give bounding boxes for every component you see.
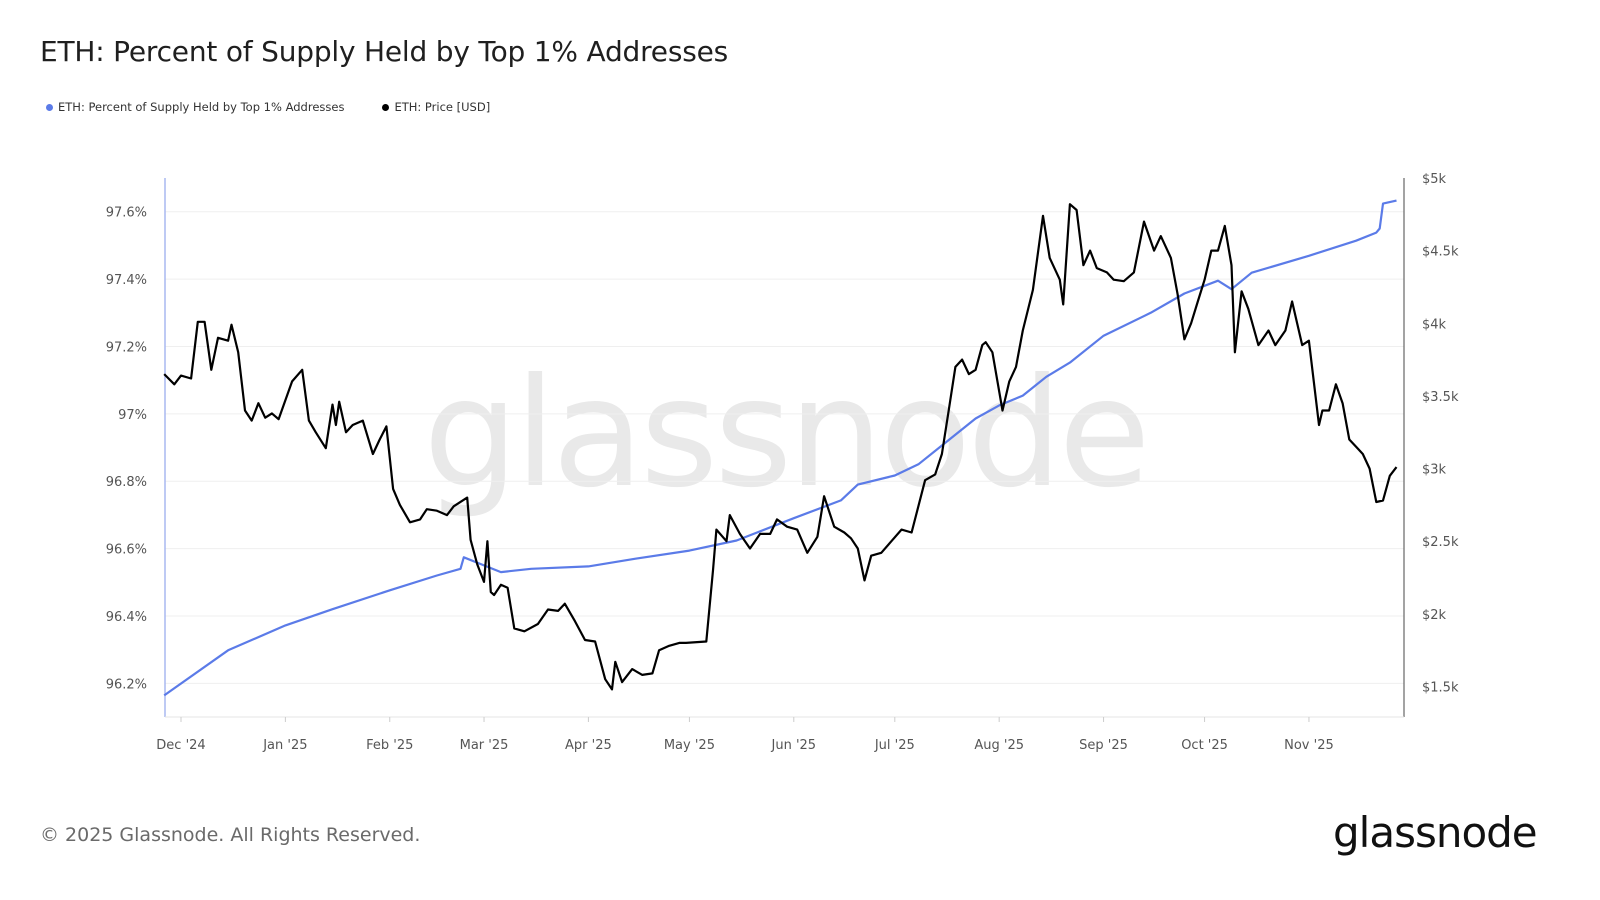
glassnode-logo: glassnode xyxy=(1333,808,1538,857)
x-tick-label: Mar '25 xyxy=(460,738,509,753)
legend-item-price[interactable]: ETH: Price [USD] xyxy=(382,100,490,114)
y-left-tick-label: 97.4% xyxy=(106,273,147,288)
y-left-tick-label: 97% xyxy=(118,408,147,423)
x-tick-label: Aug '25 xyxy=(974,738,1024,753)
x-tick-label: Jan '25 xyxy=(262,738,307,753)
y-left-tick-label: 96.8% xyxy=(106,475,147,490)
legend-dot-icon xyxy=(382,103,390,111)
y-right-tick-label: $4.5k xyxy=(1422,245,1459,260)
x-tick-label: May '25 xyxy=(664,738,715,753)
price-line xyxy=(163,203,1398,691)
legend-item-supply[interactable]: ETH: Percent of Supply Held by Top 1% Ad… xyxy=(46,100,344,114)
y-left-tick-label: 96.4% xyxy=(106,610,147,625)
y-left-tick-label: 96.6% xyxy=(106,543,147,558)
legend: ETH: Percent of Supply Held by Top 1% Ad… xyxy=(46,100,490,114)
legend-dot-icon xyxy=(46,103,53,111)
y-right-tick-label: $5k xyxy=(1422,172,1447,187)
y-right-tick-label: $2k xyxy=(1422,608,1447,623)
x-tick-label: Sep '25 xyxy=(1079,738,1128,753)
x-tick-label: Feb '25 xyxy=(366,738,413,753)
x-tick-label: Jun '25 xyxy=(771,738,817,753)
supply-percent-line xyxy=(163,199,1397,697)
y-left-tick-label: 97.2% xyxy=(106,340,147,355)
chart-title: ETH: Percent of Supply Held by Top 1% Ad… xyxy=(40,35,729,68)
x-tick-label: Oct '25 xyxy=(1181,738,1228,753)
y-left-tick-label: 96.2% xyxy=(106,677,147,692)
y-right-tick-label: $3k xyxy=(1422,463,1447,478)
y-left-tick-label: 97.6% xyxy=(106,206,147,221)
x-tick-label: Apr '25 xyxy=(565,738,612,753)
y-right-tick-label: $4k xyxy=(1422,317,1447,332)
legend-label: ETH: Percent of Supply Held by Top 1% Ad… xyxy=(58,100,345,114)
y-right-tick-label: $3.5k xyxy=(1422,390,1459,405)
copyright-footer: © 2025 Glassnode. All Rights Reserved. xyxy=(40,824,421,846)
x-tick-label: Dec '24 xyxy=(156,738,205,753)
y-right-tick-label: $2.5k xyxy=(1422,535,1459,550)
x-tick-label: Nov '25 xyxy=(1284,738,1334,753)
watermark: glassnode xyxy=(423,347,1146,521)
x-tick-label: Jul '25 xyxy=(874,738,915,753)
legend-label: ETH: Price [USD] xyxy=(394,100,491,114)
y-right-tick-label: $1.5k xyxy=(1422,680,1459,695)
